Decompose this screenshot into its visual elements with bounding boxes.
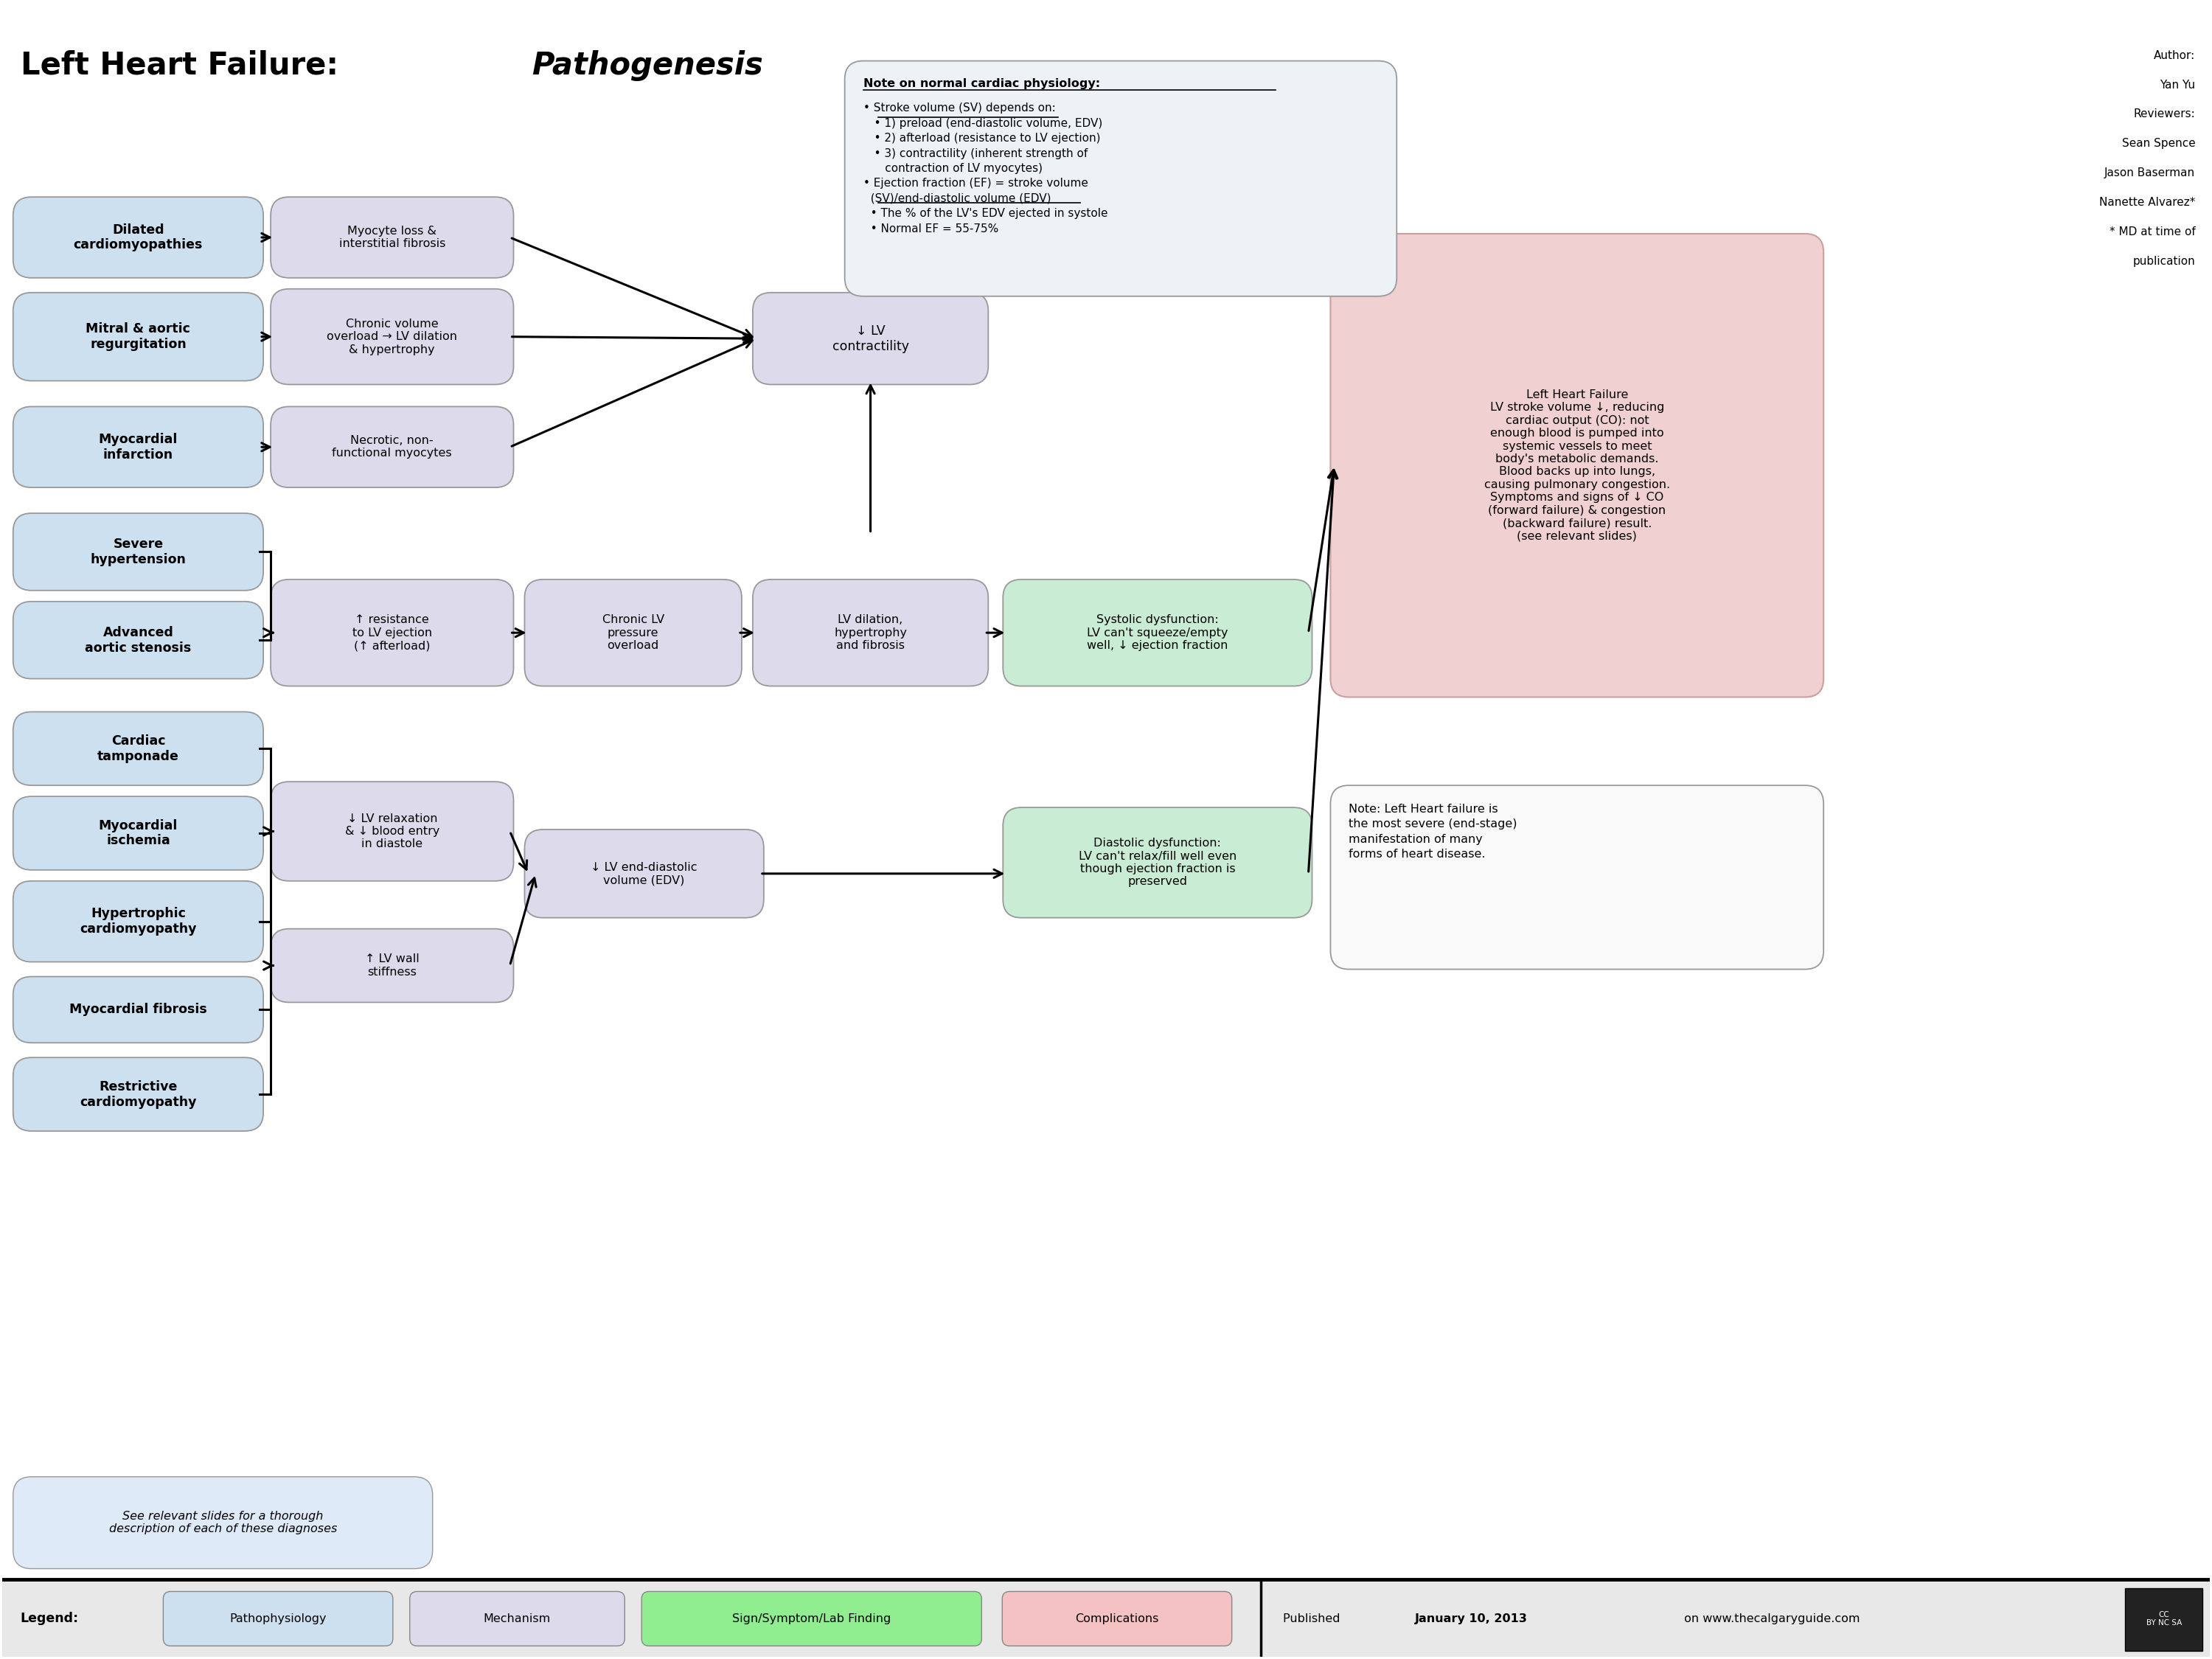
FancyBboxPatch shape bbox=[2126, 1589, 2203, 1651]
Text: Dilated
cardiomyopathies: Dilated cardiomyopathies bbox=[73, 222, 204, 252]
Text: Chronic volume
overload → LV dilation
& hypertrophy: Chronic volume overload → LV dilation & … bbox=[327, 319, 458, 355]
Text: Reviewers:: Reviewers: bbox=[2135, 109, 2194, 119]
Text: January 10, 2013: January 10, 2013 bbox=[1416, 1613, 1528, 1624]
FancyBboxPatch shape bbox=[270, 197, 513, 277]
Text: Pathophysiology: Pathophysiology bbox=[230, 1613, 327, 1624]
FancyBboxPatch shape bbox=[270, 579, 513, 687]
Text: Left Heart Failure:: Left Heart Failure: bbox=[20, 50, 349, 81]
Text: Published: Published bbox=[1283, 1613, 1343, 1624]
FancyBboxPatch shape bbox=[752, 292, 989, 385]
Text: • Stroke volume (SV) depends on:
   • 1) preload (end-diastolic volume, EDV)
   : • Stroke volume (SV) depends on: • 1) pr… bbox=[863, 103, 1108, 234]
Text: Myocardial fibrosis: Myocardial fibrosis bbox=[69, 1004, 208, 1017]
FancyBboxPatch shape bbox=[270, 929, 513, 1002]
FancyBboxPatch shape bbox=[13, 796, 263, 869]
Text: Cardiac
tamponade: Cardiac tamponade bbox=[97, 735, 179, 763]
Text: Diastolic dysfunction:
LV can't relax/fill well even
though ejection fraction is: Diastolic dysfunction: LV can't relax/fi… bbox=[1079, 838, 1237, 888]
Text: Jason Baserman: Jason Baserman bbox=[2104, 168, 2194, 179]
Text: Hypertrophic
cardiomyopathy: Hypertrophic cardiomyopathy bbox=[80, 907, 197, 936]
FancyBboxPatch shape bbox=[164, 1591, 394, 1646]
Text: * MD at time of: * MD at time of bbox=[2110, 226, 2194, 237]
Text: Mitral & aortic
regurgitation: Mitral & aortic regurgitation bbox=[86, 322, 190, 352]
FancyBboxPatch shape bbox=[13, 513, 263, 591]
FancyBboxPatch shape bbox=[1002, 1591, 1232, 1646]
Text: LV dilation,
hypertrophy
and fibrosis: LV dilation, hypertrophy and fibrosis bbox=[834, 614, 907, 650]
FancyBboxPatch shape bbox=[752, 579, 989, 687]
Text: ↑ LV wall
stiffness: ↑ LV wall stiffness bbox=[365, 954, 420, 977]
Text: Complications: Complications bbox=[1075, 1613, 1159, 1624]
FancyBboxPatch shape bbox=[1002, 579, 1312, 687]
FancyBboxPatch shape bbox=[1002, 808, 1312, 917]
FancyBboxPatch shape bbox=[13, 977, 263, 1044]
FancyBboxPatch shape bbox=[13, 197, 263, 277]
Text: ↓ LV
contractility: ↓ LV contractility bbox=[832, 324, 909, 353]
Text: Systolic dysfunction:
LV can't squeeze/empty
well, ↓ ejection fraction: Systolic dysfunction: LV can't squeeze/e… bbox=[1086, 614, 1228, 650]
FancyBboxPatch shape bbox=[2, 1579, 2210, 1657]
Text: Author:: Author: bbox=[2154, 50, 2194, 61]
Text: publication: publication bbox=[2132, 255, 2194, 267]
Text: Chronic LV
pressure
overload: Chronic LV pressure overload bbox=[602, 614, 664, 650]
FancyBboxPatch shape bbox=[270, 781, 513, 881]
FancyBboxPatch shape bbox=[13, 1477, 434, 1569]
FancyBboxPatch shape bbox=[13, 292, 263, 382]
FancyBboxPatch shape bbox=[1329, 785, 1823, 969]
FancyBboxPatch shape bbox=[13, 406, 263, 488]
Text: Note: Left Heart failure is
the most severe (end-stage)
manifestation of many
fo: Note: Left Heart failure is the most sev… bbox=[1349, 803, 1517, 859]
Text: Myocyte loss &
interstitial fibrosis: Myocyte loss & interstitial fibrosis bbox=[338, 226, 445, 249]
Text: Legend:: Legend: bbox=[20, 1613, 80, 1626]
FancyBboxPatch shape bbox=[270, 406, 513, 488]
Text: Sean Spence: Sean Spence bbox=[2121, 138, 2194, 149]
Text: Necrotic, non-
functional myocytes: Necrotic, non- functional myocytes bbox=[332, 435, 451, 460]
Text: See relevant slides for a thorough
description of each of these diagnoses: See relevant slides for a thorough descr… bbox=[108, 1511, 336, 1535]
Text: Restrictive
cardiomyopathy: Restrictive cardiomyopathy bbox=[80, 1080, 197, 1108]
FancyBboxPatch shape bbox=[641, 1591, 982, 1646]
FancyBboxPatch shape bbox=[13, 1057, 263, 1131]
FancyBboxPatch shape bbox=[13, 712, 263, 785]
Text: Yan Yu: Yan Yu bbox=[2159, 80, 2194, 90]
FancyBboxPatch shape bbox=[524, 579, 741, 687]
FancyBboxPatch shape bbox=[524, 830, 763, 917]
Text: Advanced
aortic stenosis: Advanced aortic stenosis bbox=[84, 625, 192, 654]
FancyBboxPatch shape bbox=[1329, 234, 1823, 697]
Text: Pathogenesis: Pathogenesis bbox=[531, 50, 763, 81]
Text: ↓ LV end-diastolic
volume (EDV): ↓ LV end-diastolic volume (EDV) bbox=[591, 861, 697, 886]
Text: Myocardial
ischemia: Myocardial ischemia bbox=[100, 820, 177, 848]
Text: Left Heart Failure
LV stroke volume ↓, reducing
cardiac output (CO): not
enough : Left Heart Failure LV stroke volume ↓, r… bbox=[1484, 390, 1670, 541]
Text: ↓ LV relaxation
& ↓ blood entry
in diastole: ↓ LV relaxation & ↓ blood entry in diast… bbox=[345, 813, 440, 849]
Text: ↑ resistance
to LV ejection
(↑ afterload): ↑ resistance to LV ejection (↑ afterload… bbox=[352, 614, 431, 650]
Text: Mechanism: Mechanism bbox=[484, 1613, 551, 1624]
Text: Myocardial
infarction: Myocardial infarction bbox=[100, 433, 177, 461]
Text: CC
BY NC SA: CC BY NC SA bbox=[2146, 1611, 2181, 1627]
FancyBboxPatch shape bbox=[845, 61, 1396, 297]
Text: Sign/Symptom/Lab Finding: Sign/Symptom/Lab Finding bbox=[732, 1613, 891, 1624]
Text: Nanette Alvarez*: Nanette Alvarez* bbox=[2099, 197, 2194, 207]
Text: Note on normal cardiac physiology:: Note on normal cardiac physiology: bbox=[863, 78, 1099, 90]
Text: Severe
hypertension: Severe hypertension bbox=[91, 538, 186, 566]
FancyBboxPatch shape bbox=[13, 602, 263, 679]
FancyBboxPatch shape bbox=[13, 881, 263, 962]
FancyBboxPatch shape bbox=[270, 289, 513, 385]
Text: on www.thecalgaryguide.com: on www.thecalgaryguide.com bbox=[1681, 1613, 1860, 1624]
FancyBboxPatch shape bbox=[409, 1591, 624, 1646]
